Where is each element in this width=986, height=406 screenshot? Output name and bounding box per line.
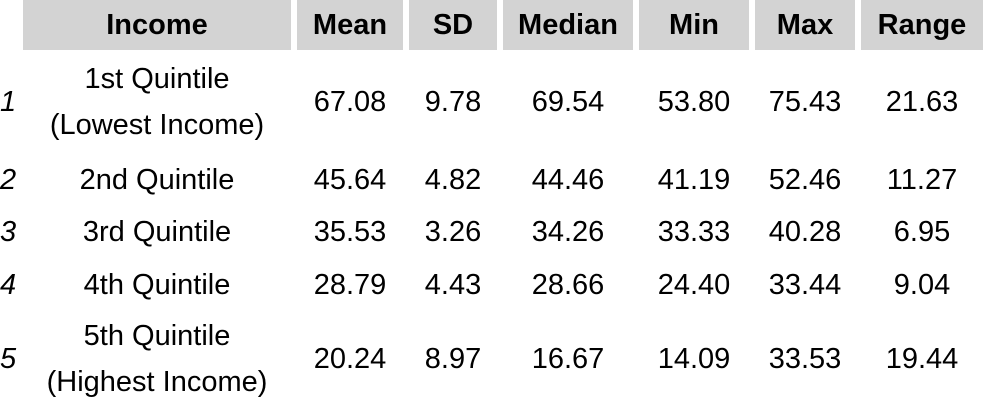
mean-cell: 35.53 (313, 215, 387, 248)
header-row: Income Mean SD Median Min Max Range (0, 0, 986, 50)
table-row: 1 1st Quintile (Lowest Income) 67.08 9.7… (0, 50, 986, 154)
header-mean: Mean (294, 0, 406, 50)
header-income: Income (20, 0, 294, 50)
min-cell: 14.09 (657, 342, 731, 375)
mean-cell: 28.79 (313, 268, 387, 301)
row-index: 3 (0, 215, 17, 248)
header-index-blank (0, 0, 20, 50)
table-header: Income Mean SD Median Min Max Range (0, 0, 986, 50)
min-cell: 24.40 (657, 268, 731, 301)
header-sd: SD (406, 0, 500, 50)
range-cell: 21.63 (885, 86, 959, 118)
income-cell: 3rd Quintile (82, 215, 232, 248)
mean-cell: 45.64 (313, 163, 387, 196)
median-cell: 16.67 (531, 342, 605, 375)
mean-cell: 20.24 (313, 342, 387, 375)
mean-cell: 67.08 (313, 86, 387, 118)
table-row: 2 2nd Quintile 45.64 4.82 44.46 41.19 52… (0, 154, 986, 205)
income-label: 1st Quintile (84, 63, 230, 95)
income-sublabel: (Highest Income) (46, 365, 268, 398)
row-index: 4 (0, 268, 17, 301)
median-cell: 69.54 (531, 86, 605, 118)
range-cell: 19.44 (885, 342, 959, 375)
table-row: 3 3rd Quintile 35.53 3.26 34.26 33.33 40… (0, 205, 986, 258)
income-sublabel: (Lowest Income) (49, 109, 265, 141)
median-cell: 28.66 (531, 268, 605, 301)
income-cell: 5th Quintile (Highest Income) (20, 311, 294, 406)
max-cell: 52.46 (768, 163, 842, 196)
row-index: 2 (0, 163, 17, 196)
sd-cell: 4.43 (424, 268, 482, 301)
max-cell: 40.28 (768, 215, 842, 248)
max-cell: 33.44 (768, 268, 842, 301)
median-cell: 34.26 (531, 215, 605, 248)
income-cell: 1st Quintile (Lowest Income) (20, 50, 294, 154)
table-row: 4 4th Quintile 28.79 4.43 28.66 24.40 33… (0, 258, 986, 311)
range-cell: 11.27 (886, 163, 958, 196)
row-index: 5 (0, 342, 17, 375)
min-cell: 41.19 (657, 163, 731, 196)
max-cell: 75.43 (768, 86, 842, 118)
sd-cell: 3.26 (424, 215, 482, 248)
header-range: Range (858, 0, 986, 50)
income-cell: 2nd Quintile (79, 163, 235, 196)
income-cell: 4th Quintile (83, 268, 231, 301)
sd-cell: 8.97 (424, 342, 482, 375)
sd-cell: 9.78 (424, 86, 482, 118)
row-index: 1 (0, 86, 17, 118)
sd-cell: 4.82 (424, 163, 482, 196)
header-min: Min (636, 0, 752, 50)
min-cell: 33.33 (657, 215, 731, 248)
range-cell: 6.95 (893, 215, 951, 248)
max-cell: 33.53 (768, 342, 842, 375)
table-row: 5 5th Quintile (Highest Income) 20.24 8.… (0, 311, 986, 406)
income-label: 5th Quintile (83, 319, 231, 352)
min-cell: 53.80 (657, 86, 731, 118)
table-body: 1 1st Quintile (Lowest Income) 67.08 9.7… (0, 50, 986, 406)
median-cell: 44.46 (531, 163, 605, 196)
range-cell: 9.04 (893, 268, 951, 301)
header-median: Median (500, 0, 636, 50)
header-max: Max (752, 0, 858, 50)
